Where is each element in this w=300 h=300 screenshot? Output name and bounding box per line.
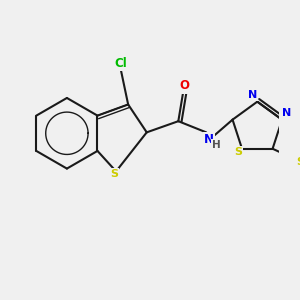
Text: S: S — [296, 157, 300, 167]
Text: N: N — [282, 108, 291, 118]
Text: S: S — [234, 148, 242, 158]
Text: O: O — [179, 80, 189, 92]
Text: N: N — [248, 90, 257, 100]
Text: H: H — [212, 140, 221, 150]
Text: Cl: Cl — [114, 57, 127, 70]
Text: S: S — [110, 169, 118, 179]
Text: N: N — [204, 133, 214, 146]
